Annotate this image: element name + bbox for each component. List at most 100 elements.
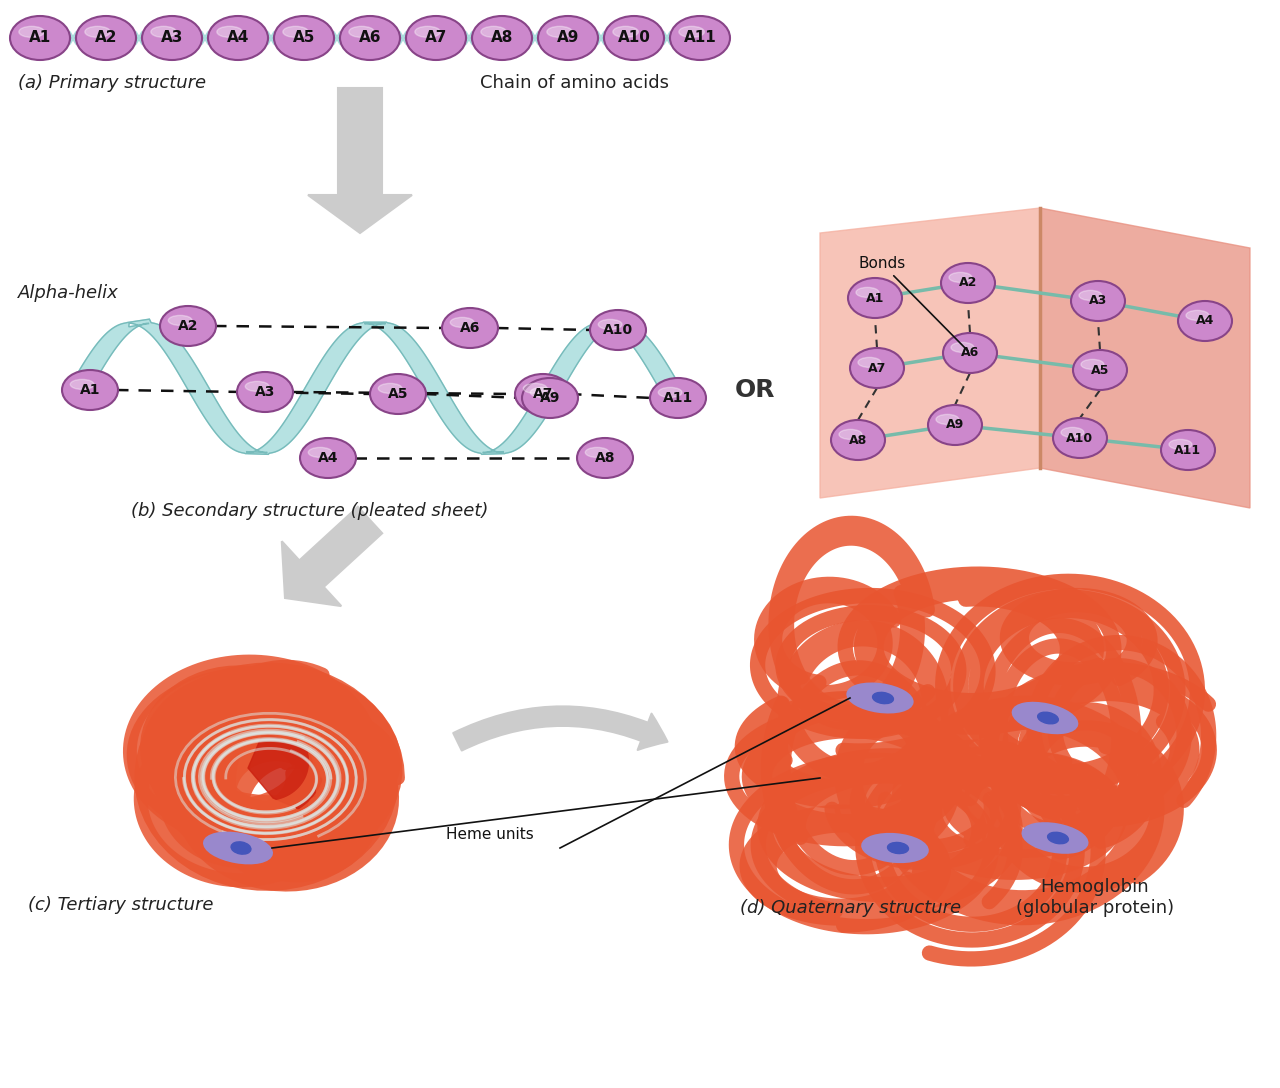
Text: A11: A11 <box>663 391 694 405</box>
Text: A9: A9 <box>557 30 579 46</box>
Text: (c) Tertiary structure: (c) Tertiary structure <box>28 897 214 914</box>
Ellipse shape <box>524 383 547 394</box>
Polygon shape <box>248 733 323 813</box>
Ellipse shape <box>1161 430 1215 470</box>
Ellipse shape <box>379 383 402 394</box>
Ellipse shape <box>515 374 571 415</box>
Ellipse shape <box>207 16 268 60</box>
Ellipse shape <box>142 16 202 60</box>
Ellipse shape <box>1053 418 1107 458</box>
Ellipse shape <box>442 308 498 348</box>
Text: A8: A8 <box>595 452 616 465</box>
Ellipse shape <box>415 26 440 37</box>
Text: A2: A2 <box>959 276 977 289</box>
Ellipse shape <box>858 357 881 368</box>
Ellipse shape <box>216 26 242 37</box>
Ellipse shape <box>850 348 904 388</box>
Text: (d) Quaternary structure: (d) Quaternary structure <box>740 899 961 917</box>
Text: A9: A9 <box>540 391 561 405</box>
Text: Heme units: Heme units <box>447 827 534 842</box>
Ellipse shape <box>577 438 634 478</box>
Ellipse shape <box>1012 703 1076 733</box>
Ellipse shape <box>873 692 893 704</box>
Text: A7: A7 <box>868 361 886 374</box>
Ellipse shape <box>849 279 902 318</box>
Ellipse shape <box>613 26 639 37</box>
Text: A3: A3 <box>1089 295 1107 308</box>
Text: Alpha-helix: Alpha-helix <box>18 284 119 302</box>
Text: A11: A11 <box>684 30 717 46</box>
Ellipse shape <box>1023 824 1087 852</box>
Ellipse shape <box>168 316 192 325</box>
Ellipse shape <box>1071 281 1125 321</box>
Text: A5: A5 <box>293 30 315 46</box>
Ellipse shape <box>838 430 861 440</box>
Ellipse shape <box>598 320 622 330</box>
Ellipse shape <box>948 272 972 283</box>
Text: A5: A5 <box>388 387 408 401</box>
Ellipse shape <box>1079 290 1102 300</box>
Ellipse shape <box>590 310 646 350</box>
Ellipse shape <box>205 833 271 863</box>
Ellipse shape <box>856 287 879 297</box>
Text: OR: OR <box>735 378 776 401</box>
Ellipse shape <box>943 333 997 373</box>
Text: A6: A6 <box>460 321 480 335</box>
Ellipse shape <box>19 26 45 37</box>
Text: A2: A2 <box>95 30 118 46</box>
Ellipse shape <box>1082 359 1103 370</box>
Ellipse shape <box>678 26 704 37</box>
Ellipse shape <box>308 447 332 457</box>
Text: A11: A11 <box>1175 444 1202 457</box>
Text: A8: A8 <box>849 433 867 446</box>
Polygon shape <box>820 208 1039 498</box>
Ellipse shape <box>951 343 974 353</box>
Ellipse shape <box>76 16 136 60</box>
Ellipse shape <box>1187 310 1208 320</box>
Polygon shape <box>282 507 383 606</box>
Ellipse shape <box>928 405 982 445</box>
Ellipse shape <box>340 16 399 60</box>
Ellipse shape <box>370 374 426 415</box>
Ellipse shape <box>585 447 609 457</box>
Ellipse shape <box>863 834 928 862</box>
Text: A10: A10 <box>617 30 650 46</box>
Ellipse shape <box>451 318 474 327</box>
Text: Chain of amino acids: Chain of amino acids <box>480 74 669 92</box>
Ellipse shape <box>481 26 507 37</box>
Ellipse shape <box>274 16 334 60</box>
Text: A8: A8 <box>490 30 513 46</box>
Text: A10: A10 <box>1066 432 1093 445</box>
Ellipse shape <box>522 378 579 418</box>
Ellipse shape <box>349 26 374 37</box>
FancyArrowPatch shape <box>453 706 667 751</box>
Ellipse shape <box>547 26 572 37</box>
Text: A3: A3 <box>161 30 183 46</box>
Ellipse shape <box>530 387 554 397</box>
Ellipse shape <box>1178 301 1231 341</box>
Ellipse shape <box>887 842 909 854</box>
Ellipse shape <box>936 415 959 424</box>
Text: A2: A2 <box>178 319 198 333</box>
Ellipse shape <box>1038 713 1059 724</box>
Ellipse shape <box>1169 440 1192 449</box>
Ellipse shape <box>160 306 216 346</box>
Ellipse shape <box>232 842 251 854</box>
Ellipse shape <box>61 370 118 410</box>
Text: A6: A6 <box>961 346 979 359</box>
Text: A4: A4 <box>317 452 338 465</box>
Ellipse shape <box>237 372 293 412</box>
Ellipse shape <box>658 387 682 397</box>
Text: A4: A4 <box>227 30 250 46</box>
Ellipse shape <box>1061 428 1084 437</box>
Ellipse shape <box>1047 832 1069 843</box>
Ellipse shape <box>538 16 598 60</box>
Polygon shape <box>1039 208 1251 508</box>
Text: A1: A1 <box>29 30 51 46</box>
Ellipse shape <box>847 684 913 713</box>
Ellipse shape <box>246 382 269 392</box>
Ellipse shape <box>70 380 93 390</box>
Ellipse shape <box>84 26 110 37</box>
Ellipse shape <box>831 420 884 460</box>
Text: A1: A1 <box>865 292 884 305</box>
